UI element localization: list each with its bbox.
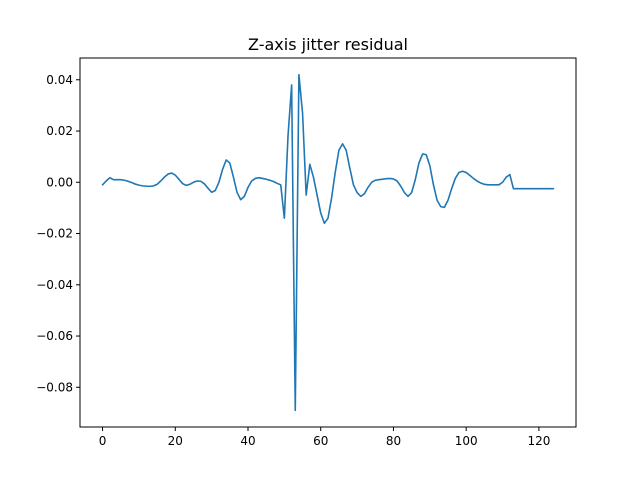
x-tick-label: 0 (99, 434, 107, 448)
x-tick-label: 20 (168, 434, 183, 448)
y-tick-label: −0.06 (36, 329, 73, 343)
y-tick-label: 0.04 (46, 73, 73, 87)
y-tick-label: 0.00 (46, 175, 73, 189)
x-tick-label: 100 (455, 434, 478, 448)
series-line (101, 73, 555, 412)
y-tick-label: 0.02 (46, 124, 73, 138)
x-tick-label: 80 (386, 434, 401, 448)
chart-title: Z-axis jitter residual (248, 35, 408, 54)
y-tick-label: −0.02 (36, 227, 73, 241)
x-tick-label: 40 (240, 434, 255, 448)
x-tick-label: 120 (527, 434, 550, 448)
x-axis: 0 20 40 60 80 100 120 (99, 427, 550, 448)
plot-area-frame (79, 57, 577, 428)
x-tick-label: 60 (313, 434, 328, 448)
y-tick-label: −0.04 (36, 278, 73, 292)
y-tick-label: −0.08 (36, 380, 73, 394)
y-axis: 0.04 0.02 0.00 −0.02 −0.04 −0.06 −0.08 (36, 73, 80, 394)
